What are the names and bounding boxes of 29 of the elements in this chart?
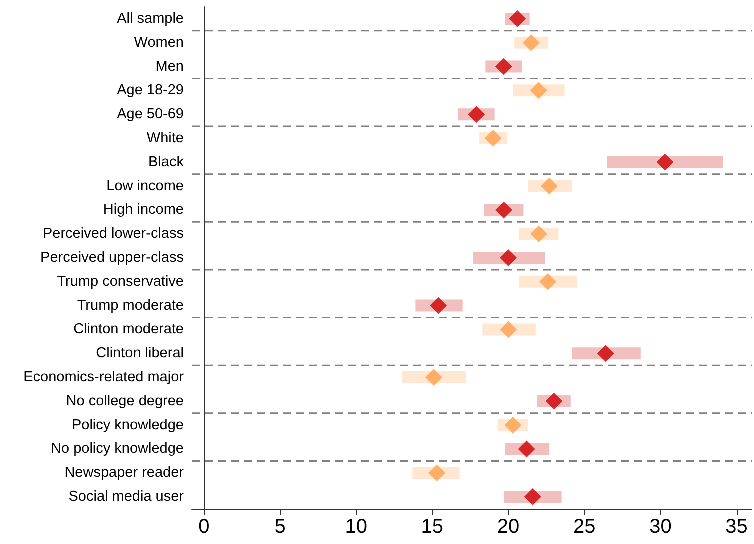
y-tick-label: Perceived upper-class — [40, 250, 184, 266]
x-tick-label: 15 — [421, 516, 444, 538]
y-tick-label: White — [146, 130, 184, 146]
y-tick-label: Economics-related major — [24, 370, 184, 386]
x-tick-label: 5 — [274, 516, 286, 538]
y-tick-label: No policy knowledge — [51, 441, 184, 458]
y-tick-label: Clinton liberal — [96, 346, 184, 362]
x-tick-label: 25 — [573, 516, 596, 538]
y-tick-label: Social media user — [68, 489, 184, 506]
y-tick-label: Newspaper reader — [64, 465, 184, 482]
y-tick-label: High income — [103, 202, 184, 218]
y-tick-label: Low income — [106, 178, 184, 194]
y-tick-label: Trump conservative — [57, 274, 184, 290]
y-tick-label: Age 18-29 — [117, 82, 184, 99]
y-tick-label: Women — [134, 34, 184, 51]
y-tick-label: No college degree — [66, 393, 184, 410]
x-tick-label: 10 — [345, 516, 368, 538]
y-tick-label: Men — [156, 58, 184, 75]
y-tick-label: Trump moderate — [77, 298, 184, 314]
x-tick-label: 0 — [198, 516, 210, 538]
y-tick-label: Age 50-69 — [117, 106, 184, 123]
y-tick-label: All sample — [117, 10, 184, 27]
y-tick-label: Policy knowledge — [72, 417, 184, 434]
y-tick-label: Black — [148, 154, 185, 170]
x-tick-label: 20 — [497, 516, 520, 538]
x-tick-label: 30 — [650, 516, 672, 538]
y-tick-label: Clinton moderate — [74, 322, 184, 338]
y-tick-label: Perceived lower-class — [42, 226, 184, 242]
x-tick-label: 35 — [726, 516, 748, 538]
